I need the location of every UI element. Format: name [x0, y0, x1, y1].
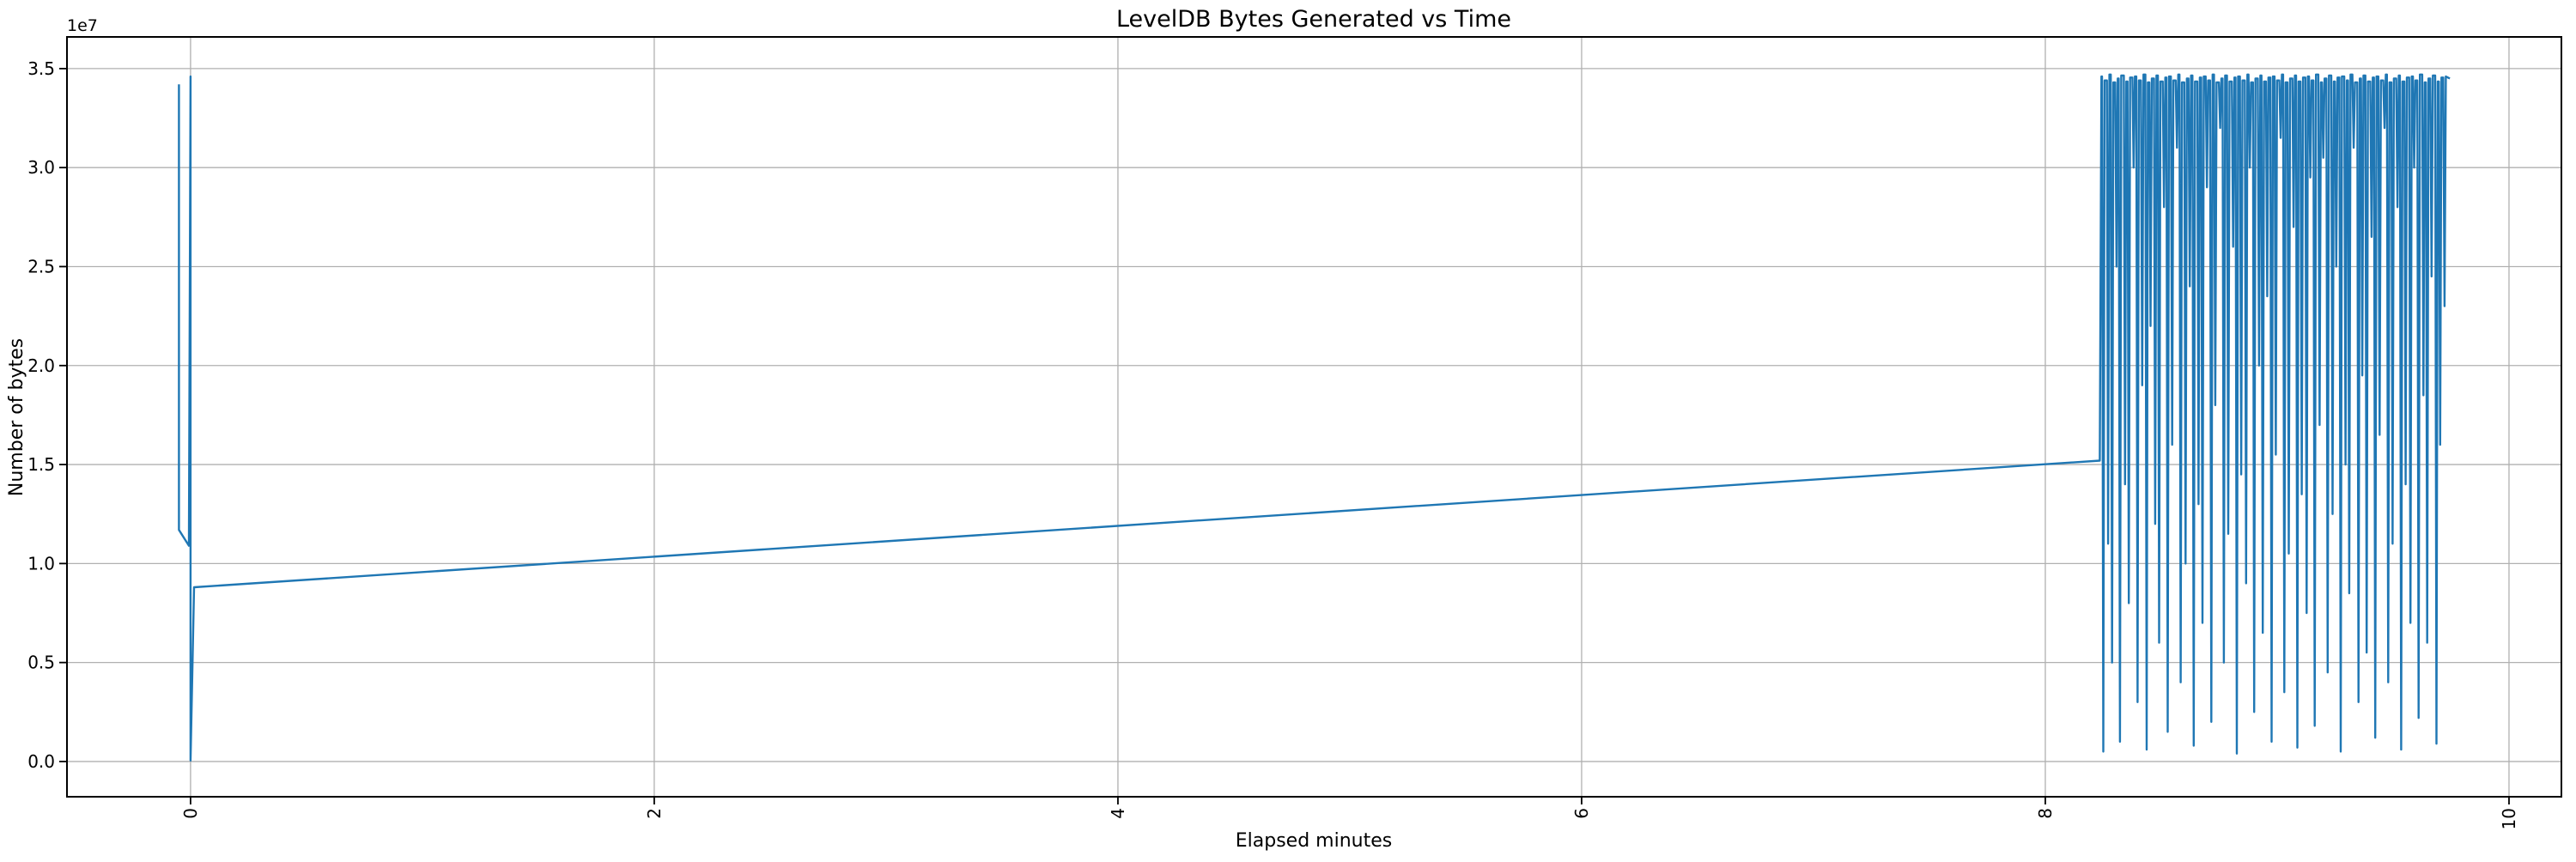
y-tick-label: 2.0: [27, 355, 55, 376]
x-tick-label: 0: [180, 808, 201, 819]
y-tick-label: 3.5: [27, 58, 55, 79]
y-tick-label: 2.5: [27, 256, 55, 276]
x-tick-label: 6: [1571, 808, 1592, 819]
y-axis-label: Number of bytes: [6, 338, 27, 496]
tick-labels: 0 2 4 6 8 10 0.0 0.5 1.0 1.5 2.0 2.5 3.0 3.5: [27, 58, 2519, 830]
x-tick-label: 4: [1108, 808, 1128, 819]
x-tick-label: 10: [2499, 808, 2519, 829]
y-tick-label: 3.0: [27, 157, 55, 178]
plot-area-border: [66, 36, 2562, 798]
x-axis-label: Elapsed minutes: [1236, 830, 1392, 852]
y-axis-offset-label: 1e7: [67, 16, 98, 35]
data-line: [178, 73, 2451, 762]
y-tick-label: 1.0: [27, 553, 55, 574]
x-tick-label: 8: [2035, 808, 2056, 819]
y-tick-label: 0.0: [27, 751, 55, 772]
chart-title: LevelDB Bytes Generated vs Time: [1116, 6, 1511, 33]
axes: [59, 36, 2562, 804]
x-tick-label: 2: [644, 808, 665, 819]
y-tick-label: 0.5: [27, 653, 55, 673]
data-line-layer: [178, 73, 2451, 762]
y-tick-label: 1.5: [27, 454, 55, 475]
